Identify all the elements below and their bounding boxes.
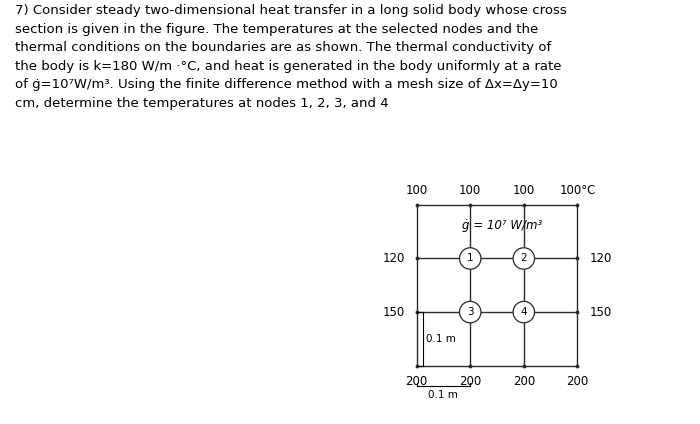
Text: 100: 100 (405, 184, 428, 197)
Text: 200: 200 (405, 375, 428, 388)
Text: 150: 150 (382, 306, 405, 318)
Text: 4: 4 (521, 307, 527, 317)
Text: 100: 100 (512, 184, 535, 197)
Text: 1: 1 (467, 254, 473, 263)
Text: 100°C: 100°C (559, 184, 596, 197)
Text: 7) Consider steady two-dimensional heat transfer in a long solid body whose cros: 7) Consider steady two-dimensional heat … (15, 4, 567, 110)
Text: 120: 120 (382, 252, 405, 265)
Text: 0.1 m: 0.1 m (428, 391, 458, 400)
Text: 150: 150 (589, 306, 612, 318)
Text: 200: 200 (566, 375, 589, 388)
Circle shape (513, 248, 535, 269)
Text: 3: 3 (467, 307, 473, 317)
Text: ġ = 10⁷ W/m³: ġ = 10⁷ W/m³ (462, 219, 542, 232)
Text: 100: 100 (459, 184, 482, 197)
Circle shape (459, 301, 481, 323)
Text: 200: 200 (459, 375, 482, 388)
Text: 120: 120 (589, 252, 612, 265)
Circle shape (459, 248, 481, 269)
Text: 0.1 m: 0.1 m (426, 334, 456, 344)
Text: 2: 2 (521, 254, 527, 263)
Text: 200: 200 (512, 375, 535, 388)
Circle shape (513, 301, 535, 323)
